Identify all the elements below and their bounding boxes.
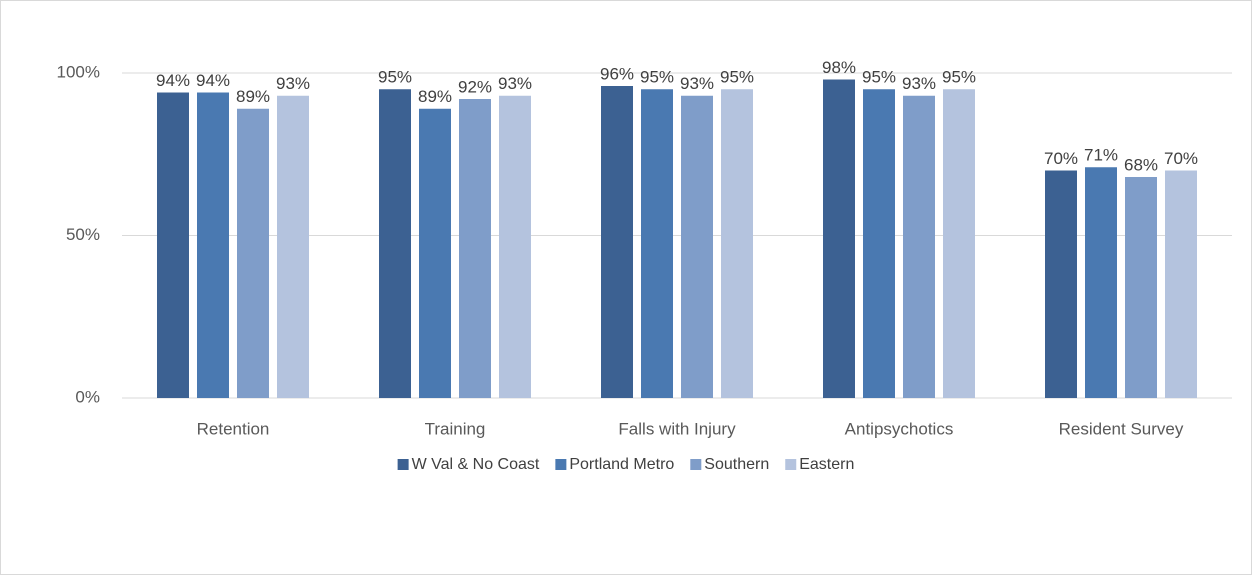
value-label: 95% [862, 68, 896, 87]
value-label: 89% [418, 87, 452, 106]
bar [641, 89, 673, 398]
value-label: 92% [458, 77, 492, 96]
bar [499, 95, 531, 398]
value-label: 95% [942, 68, 976, 87]
bar [459, 99, 491, 398]
x-tick-label: Antipsychotics [845, 419, 954, 438]
legend-swatch [397, 459, 409, 470]
legend-label: Southern [704, 456, 769, 473]
bar [863, 89, 895, 398]
bar [681, 95, 713, 398]
bar [823, 79, 855, 398]
bar [1125, 177, 1157, 398]
bar [379, 89, 411, 398]
legend-label: Portland Metro [569, 456, 674, 473]
bar [277, 95, 309, 398]
legend-swatch [785, 459, 797, 470]
y-tick-label: 100% [57, 62, 100, 81]
x-tick-label: Training [425, 419, 486, 438]
value-label: 70% [1164, 149, 1198, 168]
value-label: 95% [378, 68, 412, 87]
value-label: 93% [498, 74, 532, 93]
bar [1165, 170, 1197, 398]
bar [157, 92, 189, 398]
bar [237, 108, 269, 398]
bar [721, 89, 753, 398]
bar [601, 86, 633, 398]
legend-swatch [555, 459, 567, 470]
value-label: 93% [276, 74, 310, 93]
bar [943, 89, 975, 398]
y-tick-label: 0% [75, 387, 100, 406]
value-label: 96% [600, 64, 634, 83]
value-label: 95% [640, 68, 674, 87]
bar [1085, 167, 1117, 398]
bar [1045, 170, 1077, 398]
value-label: 95% [720, 68, 754, 87]
legend-label: W Val & No Coast [412, 456, 540, 473]
value-label: 70% [1044, 149, 1078, 168]
legend-swatch [690, 459, 702, 470]
x-tick-label: Retention [197, 419, 270, 438]
value-label: 94% [196, 71, 230, 90]
value-label: 98% [822, 58, 856, 77]
bar [419, 108, 451, 398]
value-label: 94% [156, 71, 190, 90]
value-label: 89% [236, 87, 270, 106]
value-label: 68% [1124, 155, 1158, 174]
x-tick-label: Resident Survey [1059, 419, 1184, 438]
x-tick-label: Falls with Injury [618, 419, 736, 438]
legend-label: Eastern [799, 456, 854, 473]
value-label: 71% [1084, 146, 1118, 165]
bar [903, 95, 935, 398]
bar [197, 92, 229, 398]
y-tick-label: 50% [66, 225, 100, 244]
value-label: 93% [680, 74, 714, 93]
value-label: 93% [902, 74, 936, 93]
